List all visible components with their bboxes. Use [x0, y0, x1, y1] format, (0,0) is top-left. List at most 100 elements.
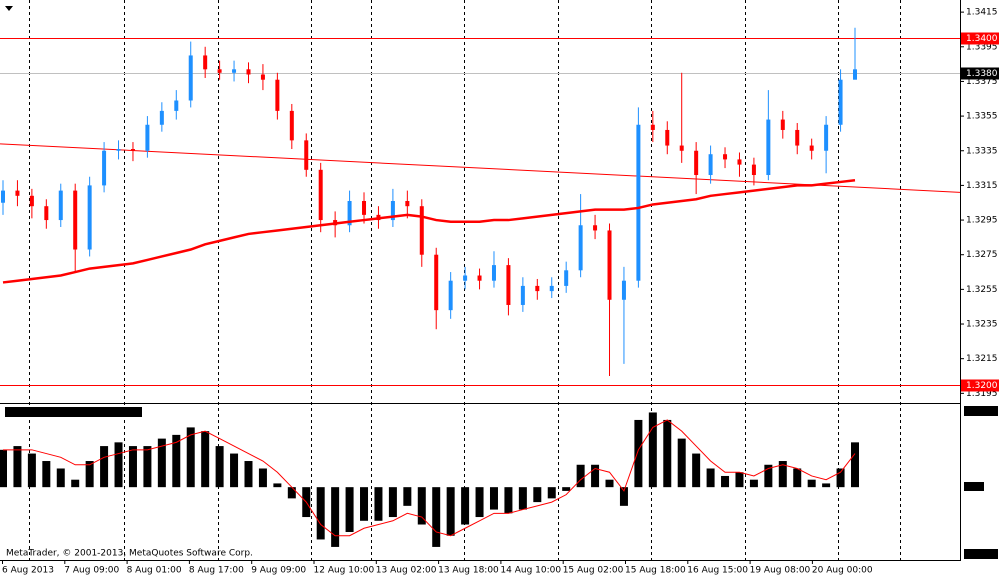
histogram-bar — [258, 468, 267, 488]
histogram-bar — [764, 464, 773, 488]
histogram-bar — [403, 487, 412, 506]
histogram-bar — [114, 442, 123, 488]
histogram-bar — [27, 453, 36, 488]
histogram-bar — [778, 461, 787, 488]
histogram-bar — [836, 468, 845, 488]
candle-body — [751, 164, 756, 176]
menu-triangle[interactable] — [5, 6, 13, 11]
candle-body — [203, 55, 208, 70]
candle-body — [362, 201, 367, 215]
candle-body — [448, 280, 453, 311]
candle-body — [405, 201, 410, 207]
histogram-bar — [417, 487, 426, 525]
histogram-bar — [331, 487, 340, 547]
x-tick-label: 15 Aug 02:00 — [563, 566, 624, 576]
candle-body — [477, 275, 482, 281]
y-tick-label: 1.3195 — [966, 389, 998, 399]
histogram-bar — [591, 464, 600, 488]
histogram-bar — [648, 412, 657, 488]
candle-body — [809, 145, 814, 151]
candle-body — [15, 190, 20, 196]
candle-body — [737, 159, 742, 165]
histogram-bar — [172, 434, 181, 488]
candle-body — [578, 225, 583, 271]
histogram-bar — [721, 475, 730, 488]
candle-body — [87, 185, 92, 250]
candle-body — [564, 270, 569, 286]
signal-line — [3, 419, 856, 537]
price-level-tag — [961, 379, 999, 392]
candle-body — [275, 79, 280, 111]
histogram-bar — [461, 487, 470, 525]
candle-body — [130, 149, 135, 151]
histogram-bar — [360, 487, 369, 521]
histogram-bar — [807, 479, 816, 488]
candle-body — [434, 254, 439, 311]
histogram-bar — [547, 487, 556, 499]
histogram-bar — [85, 461, 94, 488]
histogram-bar — [143, 446, 152, 488]
candle-body — [593, 225, 598, 231]
moving-average — [2, 178, 856, 284]
y-tick-label: 1.3275 — [966, 250, 998, 260]
histogram-bar — [186, 427, 195, 488]
y-tick-label: 1.3355 — [966, 112, 998, 122]
price-level-tag — [961, 32, 999, 45]
x-tick-label: 13 Aug 02:00 — [376, 566, 437, 576]
candle-body — [29, 195, 34, 207]
histogram-bar — [504, 487, 513, 514]
x-tick-label: 19 Aug 08:00 — [750, 566, 811, 576]
candle-body — [795, 129, 800, 146]
histogram-bar — [663, 419, 672, 488]
y-tick-label: 1.3295 — [966, 216, 998, 226]
y-tick-label: 1.3315 — [966, 181, 998, 191]
histogram-bar — [446, 487, 455, 536]
histogram-bar — [634, 419, 643, 488]
histogram-bar — [201, 431, 210, 488]
candle-body — [506, 265, 511, 305]
y-tick-label: 1.3235 — [966, 320, 998, 330]
candle-body — [636, 124, 641, 281]
histogram-bar — [316, 487, 325, 540]
histogram-bar — [157, 438, 166, 488]
histogram-bar — [128, 446, 137, 488]
x-tick-label: 20 Aug 00:00 — [812, 566, 873, 576]
candle-body — [347, 201, 352, 226]
candle-body — [491, 265, 496, 281]
candle-body — [419, 206, 424, 255]
x-tick-label: 6 Aug 2013 — [2, 566, 54, 576]
candle-body — [58, 190, 63, 221]
candle-body — [708, 154, 713, 176]
candle-body — [780, 119, 785, 130]
candle-body — [102, 150, 107, 186]
histogram-bar — [374, 487, 383, 521]
histogram-bar — [619, 487, 628, 506]
candle-body — [232, 69, 237, 73]
candle-body — [116, 149, 121, 151]
candle-body — [145, 124, 150, 151]
histogram-bar — [489, 487, 498, 510]
histogram-bar — [287, 487, 296, 499]
histogram-bar — [576, 464, 585, 488]
candle-body — [260, 74, 265, 80]
candle-body — [665, 129, 670, 146]
candle-body — [159, 110, 164, 125]
histogram-bar — [345, 487, 354, 532]
x-tick-label: 16 Aug 15:00 — [687, 566, 748, 576]
x-tick-label: 13 Aug 18:00 — [438, 566, 499, 576]
candle-body — [607, 230, 612, 300]
candle-body — [838, 79, 843, 125]
histogram-bar — [605, 479, 614, 488]
y-tick-label: 1.3215 — [966, 354, 998, 364]
x-tick-label: 8 Aug 17:00 — [189, 566, 244, 576]
candle-body — [188, 55, 193, 101]
histogram-bar — [677, 438, 686, 488]
histogram-bar — [562, 487, 571, 491]
histogram-bar — [388, 487, 397, 518]
candle-body — [621, 280, 626, 300]
x-tick-label: 8 Aug 01:00 — [127, 566, 182, 576]
histogram-bar — [215, 446, 224, 488]
y-tick-label: 1.3375 — [966, 77, 998, 87]
